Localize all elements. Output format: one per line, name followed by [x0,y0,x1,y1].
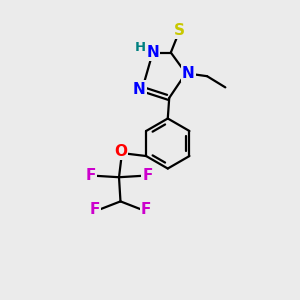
Text: O: O [114,144,127,159]
Text: S: S [174,23,185,38]
Text: F: F [90,202,100,217]
Text: N: N [182,66,195,81]
Text: H: H [135,41,146,54]
Text: F: F [142,168,153,183]
Text: N: N [146,45,159,60]
Text: N: N [133,82,146,97]
Text: F: F [141,202,151,217]
Text: F: F [85,168,96,183]
